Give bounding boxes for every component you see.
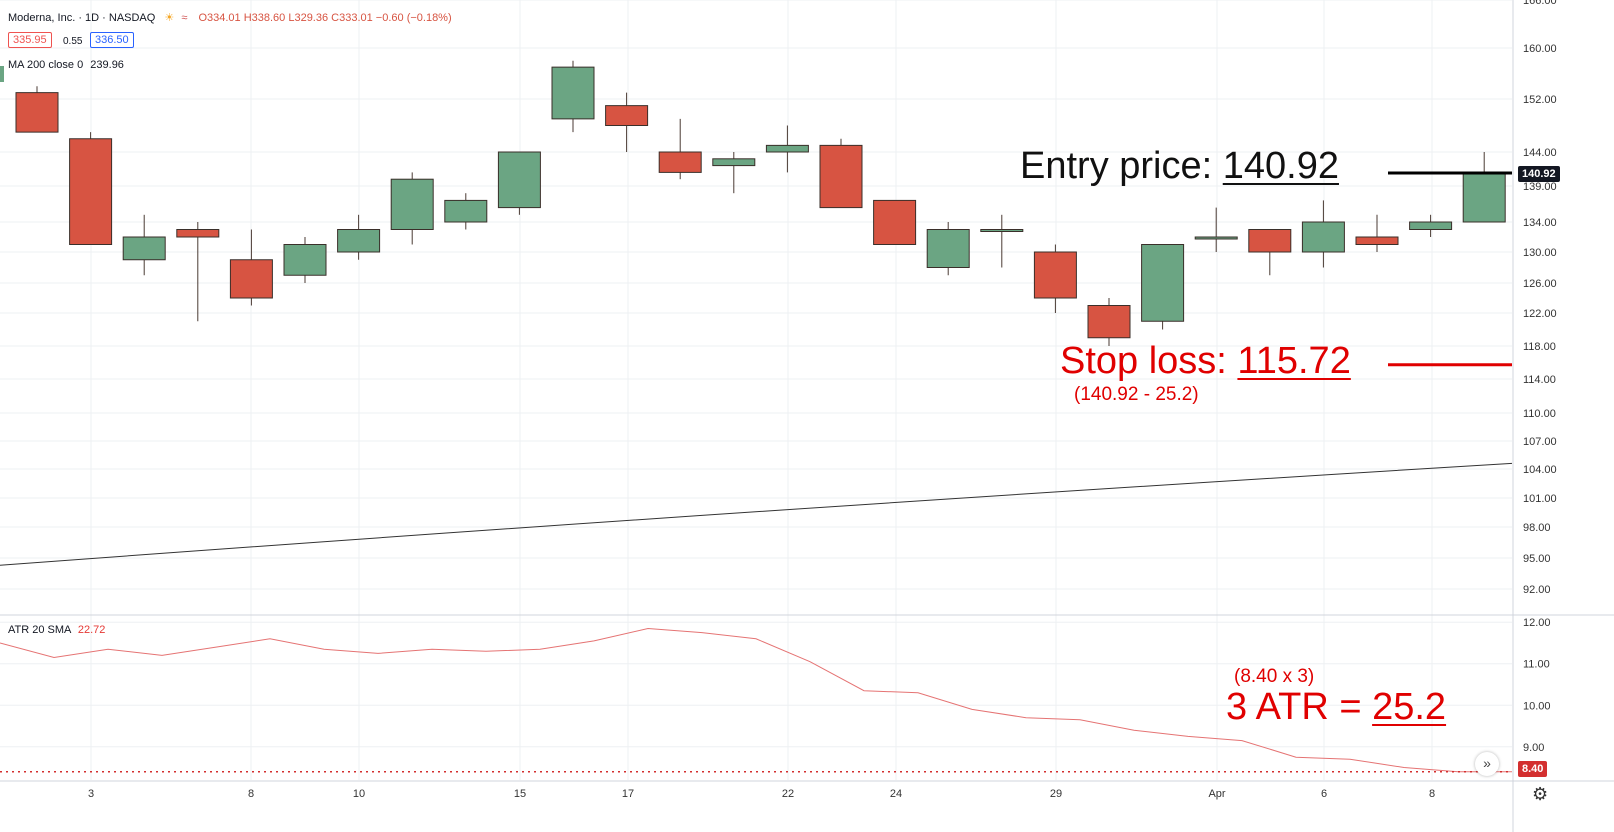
- candle-body: [390, 178, 434, 230]
- atr-layer: [0, 627, 1512, 773]
- candle-body: [819, 144, 863, 209]
- ma-legend[interactable]: MA 200 close 0 239.96: [8, 59, 124, 71]
- candle-body: [551, 66, 595, 120]
- atr-tick-label: 9.00: [1523, 742, 1544, 754]
- candle-body: [1141, 244, 1185, 322]
- entry-label: Entry price:: [1020, 145, 1223, 187]
- candle-body: [658, 151, 702, 173]
- candle-body: [1194, 236, 1238, 240]
- price-tick-label: 110.00: [1523, 408, 1556, 420]
- time-tick-label: 24: [890, 788, 902, 800]
- candle-body: [1248, 229, 1292, 253]
- candle-body: [980, 229, 1024, 232]
- candle-body: [283, 244, 327, 276]
- price-tick-label: 152.00: [1523, 94, 1557, 106]
- ask-price[interactable]: 336.50: [90, 32, 134, 48]
- gear-icon[interactable]: ⚙: [1532, 784, 1549, 804]
- candle-body: [176, 229, 220, 238]
- price-tick-label: 114.00: [1523, 374, 1556, 386]
- candle-body: [1462, 171, 1506, 223]
- candle-body: [337, 229, 381, 253]
- atr-anno-label: 3 ATR =: [1226, 686, 1373, 728]
- price-tick-label: 95.00: [1523, 553, 1551, 565]
- entry-price-tag: 140.92: [1518, 166, 1560, 182]
- double-chevron-right-icon[interactable]: »: [1475, 752, 1499, 776]
- candle-body: [1087, 305, 1131, 339]
- atr-calc: (8.40 x 3): [1234, 666, 1315, 687]
- atr-legend[interactable]: ATR 20 SMA 22.72: [8, 624, 105, 636]
- time-tick-label: 22: [782, 788, 794, 800]
- candle-body: [1409, 221, 1453, 230]
- price-tick-label: 166.00: [1523, 0, 1557, 7]
- candle-body: [15, 92, 59, 133]
- price-tick-label: 104.00: [1523, 464, 1557, 476]
- axis-labels: 166.00 160.00 152.00 144.00 139.00 134.00 130.…: [88, 0, 1557, 800]
- atr-tick-label: 10.00: [1523, 700, 1551, 712]
- atr-value: 22.72: [77, 624, 106, 636]
- candle-body: [765, 144, 809, 153]
- time-tick-label: 8: [1429, 788, 1435, 800]
- time-tick-label: 29: [1050, 788, 1062, 800]
- symbol-title: Moderna, Inc. · 1D · NASDAQ: [8, 12, 156, 24]
- stop-annotation: Stop loss: 115.72: [1060, 340, 1351, 383]
- price-tick-label: 122.00: [1523, 308, 1557, 320]
- time-tick-label: 8: [248, 788, 254, 800]
- candles: [0, 60, 1506, 346]
- stop-label: Stop loss:: [1060, 340, 1238, 382]
- time-tick-label: 6: [1321, 788, 1327, 800]
- atr-label: ATR 20 SMA: [8, 624, 71, 636]
- stop-calc: (140.92 - 25.2): [1074, 384, 1199, 405]
- price-tick-label: 139.00: [1523, 181, 1557, 193]
- atr-tick-label: 11.00: [1523, 659, 1550, 671]
- ma-value: 239.96: [90, 59, 124, 71]
- candle-body: [1033, 251, 1077, 299]
- candle-body: [444, 199, 488, 223]
- price-tick-label: 118.00: [1523, 341, 1556, 353]
- wave-icon: ≈: [181, 12, 188, 24]
- time-tick-label: 10: [353, 788, 365, 800]
- entry-value: 140.92: [1222, 145, 1339, 187]
- partial-candle: [0, 66, 4, 82]
- atr-tick-label: 12.00: [1523, 617, 1551, 629]
- candle-body: [122, 236, 166, 261]
- candle-body: [1301, 221, 1345, 253]
- time-tick-label: 15: [514, 788, 526, 800]
- price-tick-label: 134.00: [1523, 217, 1557, 229]
- candle-body: [497, 151, 541, 209]
- candle-body: [605, 105, 649, 126]
- ma200-line: [0, 462, 1513, 566]
- atr-annotation: 3 ATR = 25.2: [1226, 686, 1446, 729]
- symbol-legend[interactable]: Moderna, Inc. · 1D · NASDAQ ☀ ≈ O334.01 …: [8, 11, 452, 24]
- candle-body: [712, 158, 756, 167]
- price-tick-label: 92.00: [1523, 584, 1551, 596]
- atr-line: [0, 627, 1512, 773]
- candle-body: [926, 229, 970, 268]
- price-tick-label: 101.00: [1523, 493, 1557, 505]
- time-tick-label: 3: [88, 788, 94, 800]
- atr-anno-value: 25.2: [1372, 686, 1447, 728]
- bid-price[interactable]: 335.95: [8, 32, 52, 48]
- price-tick-label: 126.00: [1523, 278, 1557, 290]
- ma-label: MA 200 close 0: [8, 59, 84, 71]
- ma-layer: [0, 171, 1513, 566]
- candle-body: [229, 259, 273, 299]
- sun-icon: ☀: [164, 12, 175, 24]
- candle-body: [873, 199, 917, 245]
- price-tick-label: 98.00: [1523, 522, 1551, 534]
- candle-body: [1355, 236, 1399, 245]
- price-tick-label: 144.00: [1523, 147, 1557, 159]
- price-tick-label: 160.00: [1523, 43, 1557, 55]
- time-tick-label: Apr: [1208, 788, 1225, 800]
- price-tick-label: 107.00: [1523, 436, 1557, 448]
- ohlc-values: O334.01 H338.60 L329.36 C333.01 −0.60 (−…: [198, 12, 452, 24]
- stop-value: 115.72: [1237, 340, 1351, 382]
- atr-price-tag: 8.40: [1518, 761, 1548, 777]
- time-tick-label: 17: [622, 788, 634, 800]
- entry-annotation: Entry price: 140.92: [1020, 145, 1339, 188]
- spread-value: 0.55: [63, 36, 83, 47]
- price-tick-label: 130.00: [1523, 247, 1557, 259]
- candle-body: [69, 138, 113, 245]
